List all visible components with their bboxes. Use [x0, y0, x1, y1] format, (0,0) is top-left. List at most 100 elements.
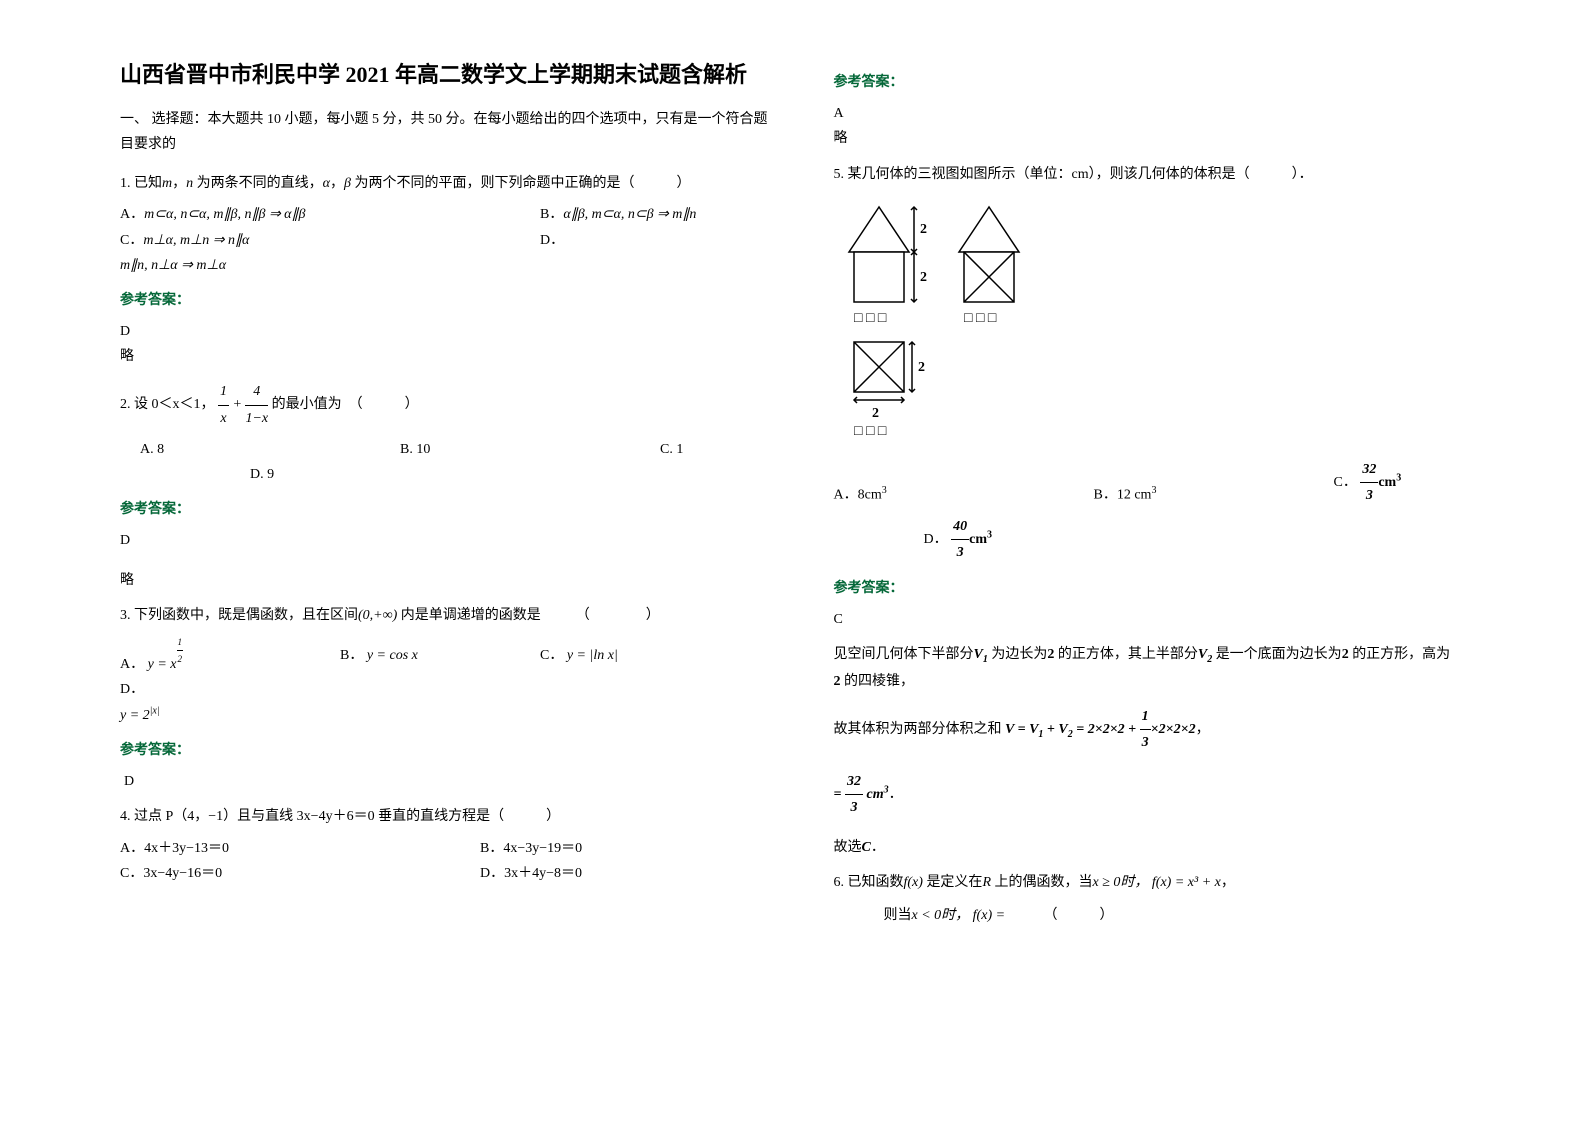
q6-stem-c: 上的偶函数，当 — [995, 875, 1093, 890]
q6-line2-a: 则当 — [884, 908, 912, 923]
q5-sol-a: 见空间几何体下半部分 — [834, 647, 974, 662]
q2-answer: D — [120, 528, 774, 553]
q3-optB: y = cos x — [367, 648, 418, 663]
q1-optA: m⊂α, n⊂α, m∥β, n∥β ⇒ α∥β — [144, 207, 305, 222]
left-column: 山西省晋中市利民中学 2021 年高二数学文上学期期末试题含解析 一、 选择题：… — [100, 60, 814, 1082]
q6-stem-d: ， — [1221, 875, 1235, 890]
q2-brief: 略 — [120, 568, 774, 593]
q3-optD: y = 2|x| — [120, 708, 160, 723]
q3-optD-pre: D． — [120, 682, 144, 697]
q6-line2-b: f(x) = — [973, 908, 1005, 923]
q3-interval: (0,+∞) — [358, 608, 397, 623]
question-2: 2. 设 0＜x＜1， 1x + 41−x 的最小值为 （ ） A. 8 B. … — [120, 379, 774, 487]
q5-answer: C — [834, 607, 1488, 632]
q1-optB-pre: B． — [540, 207, 563, 222]
q2-options: A. 8 B. 10 C. 1 D. 9 — [140, 437, 774, 487]
q3-options: A． y = x12 B． y = cos x C． y = |ln x| D． — [120, 634, 774, 728]
q5-options: A．8cm3 B．12 cm3 C． 323 cm3 D． 403 cm3 — [834, 457, 1488, 566]
q5-solution: 见空间几何体下半部分V1 为边长为2 的正方体，其上半部分V2 是一个底面为边长… — [834, 642, 1488, 860]
q1-mn: m — [162, 176, 172, 191]
q4-brief: 略 — [834, 126, 1488, 151]
q5-sol-g: 故其体积为两部分体积之和 — [834, 722, 1002, 737]
q6-cond: x ≥ 0时， — [1093, 875, 1149, 890]
q4-optB: B．4x−3y−19＝0 — [480, 836, 582, 861]
q5-optA: A．8cm — [834, 488, 882, 503]
q4-optC: C．3x−4y−16＝0 — [120, 861, 440, 886]
svg-text:2: 2 — [918, 360, 925, 375]
q3-answer: D — [124, 769, 774, 794]
q4-stem: 4. 过点 P（4，−1）且与直线 3x−4y＋6＝0 垂直的直线方程是（ ） — [120, 804, 774, 829]
q6-stem-a: 6. 已知函数 — [834, 875, 904, 890]
q1-optA-pre: A． — [120, 207, 144, 222]
right-column: 参考答案： A 略 5. 某几何体的三视图如图所示（单位：cm），则该几何体的体… — [814, 60, 1508, 1082]
q3-stem-b: 内是单调递增的函数是 （ ） — [401, 608, 660, 623]
q1-answer-label: 参考答案： — [120, 288, 774, 313]
q1-stem-c: 为两个不同的平面，则下列命题中正确的是（ ） — [354, 176, 690, 191]
q5-optC-frac: 323 — [1360, 457, 1378, 508]
page-root: 山西省晋中市利民中学 2021 年高二数学文上学期期末试题含解析 一、 选择题：… — [0, 0, 1587, 1122]
q1-brief: 略 — [120, 344, 774, 369]
question-5: 5. 某几何体的三视图如图所示（单位：cm），则该几何体的体积是（ ）． 2 — [834, 162, 1488, 566]
svg-text:2: 2 — [872, 406, 879, 421]
q5-sol-i: ． — [871, 840, 885, 855]
view-caption-1: □ □ □ — [854, 311, 887, 326]
q5-sol-e: 的正方形，高为 — [1352, 647, 1450, 662]
q5-sol-h: 故选 — [834, 840, 862, 855]
q1-alpha: α — [323, 176, 330, 191]
q6-fx: f(x) = x³ + x — [1152, 875, 1221, 890]
q5-vol-formula: V = V1 + V2 = 2×2×2 + 13×2×2×2 — [1005, 722, 1196, 737]
q5-sol-c: 的正方体，其上半部分 — [1058, 647, 1198, 662]
q6-line2-c: （ ） — [1051, 908, 1114, 923]
q1-row2: C．m⊥α, m⊥n ⇒ n∥α D． — [120, 228, 774, 253]
q5-sol-b: 为边长为 — [991, 647, 1047, 662]
q2-optD: D. 9 — [250, 462, 774, 487]
three-view-figure: 2 2 □ □ □ □ □ □ — [834, 197, 1054, 447]
q3-stem-a: 3. 下列函数中，既是偶函数，且在区间 — [120, 608, 358, 623]
question-3: 3. 下列函数中，既是偶函数，且在区间(0,+∞) 内是单调递增的函数是 （ ）… — [120, 603, 774, 728]
q2-optB: B. 10 — [400, 437, 620, 462]
q4-options: A．4x＋3y−13＝0 B．4x−3y−19＝0 C．3x−4y−16＝0 D… — [120, 836, 774, 886]
q2-optA: A. 8 — [140, 437, 360, 462]
q1-optD-pre: D． — [540, 233, 564, 248]
q5-answer-label: 参考答案： — [834, 576, 1488, 601]
view-caption-3: □ □ □ — [854, 424, 887, 439]
q2-stem: 2. 设 0＜x＜1， 1x + 41−x 的最小值为 （ ） — [120, 379, 774, 430]
q5-stem: 5. 某几何体的三视图如图所示（单位：cm），则该几何体的体积是（ ）． — [834, 162, 1488, 187]
q2-stem-a: 2. 设 0＜x＜1， — [120, 397, 215, 412]
q2-optC: C. 1 — [660, 437, 683, 462]
q5-optC-pre: C． — [1334, 475, 1357, 490]
q1-options: A．m⊂α, n⊂α, m∥β, n∥β ⇒ α∥β B．α∥β, m⊂α, n… — [120, 202, 774, 278]
svg-text:2: 2 — [920, 270, 927, 285]
q1-optD: m∥n, n⊥α ⇒ m⊥α — [120, 258, 226, 273]
q5-sol-d: 是一个底面为边长为 — [1216, 647, 1342, 662]
q3-optA-pre: A． — [120, 657, 144, 672]
q1-optC-pre: C． — [120, 233, 143, 248]
q1-stem: 1. 已知m，n 为两条不同的直线，α，β 为两个不同的平面，则下列命题中正确的… — [120, 171, 774, 196]
q4-answer-label: 参考答案： — [834, 70, 1488, 95]
q5-optD-pre: D． — [924, 532, 948, 547]
q4-answer: A — [834, 101, 1488, 126]
view-caption-2: □ □ □ — [964, 311, 997, 326]
q1-row1: A．m⊂α, n⊂α, m∥β, n∥β ⇒ α∥β B．α∥β, m⊂α, n… — [120, 202, 774, 227]
q4-optA: A．4x＋3y−13＝0 — [120, 836, 440, 861]
q4-optD: D．3x＋4y−8＝0 — [480, 861, 582, 886]
q3-answer-label: 参考答案： — [120, 738, 774, 763]
q3-optA: y = x12 — [148, 657, 183, 672]
q3-optB-pre: B． — [340, 648, 363, 663]
q3-optC-pre: C． — [540, 648, 563, 663]
q1-beta: β — [344, 176, 351, 191]
q6-line2: 则当x < 0时， f(x) = （ ） — [884, 903, 1488, 928]
doc-title: 山西省晋中市利民中学 2021 年高二数学文上学期期末试题含解析 — [120, 60, 774, 91]
section1-header: 一、 选择题：本大题共 10 小题，每小题 5 分，共 50 分。在每小题给出的… — [120, 107, 774, 157]
q1-optB: α∥β, m⊂α, n⊂β ⇒ m∥n — [563, 207, 696, 222]
q6-stem-b: 是定义在 — [926, 875, 982, 890]
question-6: 6. 已知函数f(x) 是定义在R 上的偶函数，当x ≥ 0时， f(x) = … — [834, 870, 1488, 928]
q2-stem-b: 的最小值为 （ ） — [272, 397, 419, 412]
q5-result: = 323 cm3 — [834, 787, 889, 802]
q2-frac: 1x + 41−x — [218, 379, 268, 430]
question-1: 1. 已知m，n 为两条不同的直线，α，β 为两个不同的平面，则下列命题中正确的… — [120, 171, 774, 278]
svg-text:2: 2 — [920, 222, 927, 237]
q6-line2-cond: x < 0时， — [912, 908, 970, 923]
q5-sol-f: 的四棱锥， — [844, 674, 914, 689]
q2-answer-label: 参考答案： — [120, 497, 774, 522]
